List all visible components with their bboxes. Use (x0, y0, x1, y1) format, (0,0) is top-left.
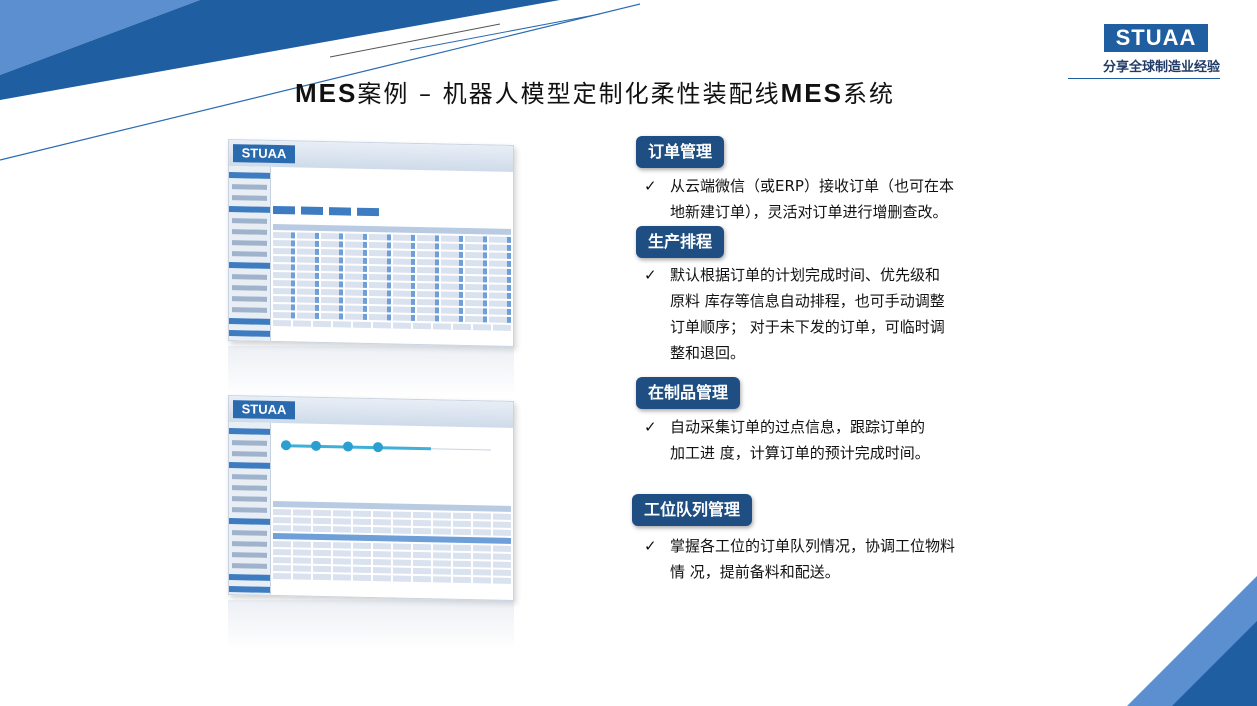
text-line: 自动采集订单的过点信息，跟踪订单的 (670, 418, 926, 436)
check-icon: ✓ (644, 418, 657, 436)
screenshot-reflection (228, 600, 514, 650)
screenshot-reflection (228, 346, 514, 396)
screenshot-sidebar (229, 166, 271, 347)
text-line: 订单顺序； 对于未下发的订单，可临时调 (670, 318, 945, 336)
screenshot-content (273, 427, 511, 598)
order-management-screenshot: STUAA (228, 139, 514, 347)
text-line: 地新建订单），灵活对订单进行增删查改。 (670, 203, 948, 221)
text-line: 掌握各工位的订单队列情况，协调工位物料 (670, 537, 956, 555)
logo-tagline: 分享全球制造业经验 (1068, 56, 1220, 79)
section-label-production-scheduling: 生产排程 (636, 226, 725, 258)
brand-logo: STUAA 分享全球制造业经验 (1068, 24, 1220, 79)
section-text-station-queue: 掌握各工位的订单队列情况，协调工位物料 情 况，提前备料和配送。 (670, 533, 990, 585)
screenshot-content (273, 171, 511, 344)
section-text-production-scheduling: 默认根据订单的计划完成时间、优先级和 原料 库存等信息自动排程，也可手动调整 订… (670, 262, 990, 366)
text-line: 整和退回。 (670, 344, 746, 362)
section-label-wip-management: 在制品管理 (636, 377, 741, 409)
check-icon: ✓ (644, 537, 657, 555)
check-icon: ✓ (644, 177, 657, 195)
corner-decoration-bottom-right (1127, 576, 1257, 706)
logo-text: STUAA (1104, 24, 1208, 52)
screenshot-header: STUAA (229, 140, 513, 172)
text-line: 原料 库存等信息自动排程，也可手动调整 (670, 292, 945, 310)
order-progress-line (281, 435, 511, 460)
screenshot-logo: STUAA (233, 400, 295, 420)
section-label-order-management: 订单管理 (636, 136, 725, 168)
title-mes-1: MES (295, 78, 358, 108)
text-line: 从云端微信（或ERP）接收订单（也可在本 (670, 177, 954, 195)
check-icon: ✓ (644, 266, 657, 284)
title-middle: 案例 – 机器人模型定制化柔性装配线 (357, 80, 781, 108)
wip-tracking-screenshot: STUAA (228, 395, 514, 601)
screenshot-logo: STUAA (233, 144, 295, 164)
section-label-station-queue: 工位队列管理 (632, 494, 753, 526)
text-line: 情 况，提前备料和配送。 (670, 563, 840, 581)
screenshot-sidebar (229, 422, 271, 601)
title-end: 系统 (842, 80, 895, 108)
title-mes-2: MES (780, 78, 843, 108)
page-title: MES案例 – 机器人模型定制化柔性装配线MES系统 (295, 74, 975, 110)
screenshot-header: STUAA (229, 396, 513, 428)
section-text-order-management: 从云端微信（或ERP）接收订单（也可在本 地新建订单），灵活对订单进行增删查改。 (670, 173, 990, 225)
corner-decoration-top-left (0, 0, 641, 161)
text-line: 加工进 度，计算订单的预计完成时间。 (670, 444, 930, 462)
section-text-wip-management: 自动采集订单的过点信息，跟踪订单的 加工进 度，计算订单的预计完成时间。 (670, 414, 990, 466)
text-line: 默认根据订单的计划完成时间、优先级和 (670, 266, 941, 284)
